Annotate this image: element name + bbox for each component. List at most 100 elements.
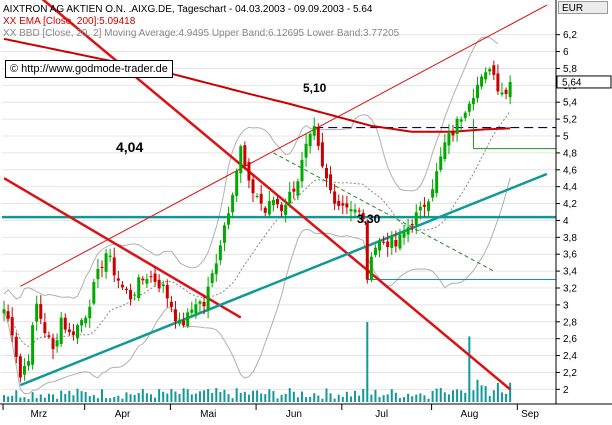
volume-bar — [129, 394, 132, 402]
volume-bar — [452, 390, 455, 402]
volume-bar — [496, 382, 499, 402]
volume-bar — [3, 395, 6, 402]
y-tick-label: 3,2 — [563, 284, 577, 295]
volume-bar — [366, 322, 369, 402]
volume-bar — [19, 397, 22, 402]
candle-body — [51, 338, 55, 350]
y-tick-label: 3 — [563, 300, 569, 311]
volume-bar — [247, 394, 250, 402]
volume-bar — [431, 390, 434, 402]
bollinger-upper-band — [3, 36, 499, 300]
y-tick-label: 3,4 — [563, 267, 577, 278]
ema-200-line — [3, 37, 511, 133]
candle-body — [10, 317, 14, 336]
candle-body — [386, 241, 390, 248]
candle-body — [2, 309, 6, 314]
volume-bar — [460, 390, 463, 402]
last-price-label: 5,64 — [562, 77, 582, 88]
volume-bar — [223, 389, 226, 402]
volume-bar — [407, 393, 410, 402]
candle-body — [455, 118, 459, 134]
volume-bar — [288, 388, 291, 402]
candle-body — [451, 130, 455, 136]
volume-bar — [56, 398, 59, 402]
y-tick-label: 2,2 — [563, 368, 577, 379]
volume-bar — [456, 389, 459, 402]
candle-body — [439, 156, 443, 170]
candle-body — [71, 331, 75, 335]
candle-body — [153, 273, 157, 282]
candle-body — [173, 309, 177, 322]
candle-body — [398, 234, 402, 249]
volume-bar — [252, 390, 255, 402]
volume-bar — [27, 398, 30, 402]
candle-body — [284, 205, 288, 215]
volume-bar — [149, 394, 152, 402]
volume-bar — [325, 388, 328, 402]
volume-bar — [243, 391, 246, 402]
y-tick-label: 4,2 — [563, 199, 577, 210]
candle-body — [88, 306, 92, 319]
volume-bar — [329, 393, 332, 402]
candle-body — [288, 191, 292, 204]
y-tick-label: 6 — [563, 47, 569, 58]
candle-body — [108, 255, 112, 257]
candle-body — [178, 320, 182, 324]
volume-bar — [403, 397, 406, 402]
url-label: © http://www.godmode-trader.de — [5, 60, 173, 78]
x-tick-label: Aug — [461, 409, 479, 420]
x-tick-label: Mai — [200, 409, 216, 420]
volume-bar — [423, 395, 426, 402]
candle-body — [235, 170, 239, 196]
volume-bar — [203, 390, 206, 402]
candle-body — [378, 240, 382, 251]
candle-body — [357, 210, 361, 212]
y-tick-label: 4 — [563, 216, 569, 227]
candle-body — [467, 103, 471, 112]
volume-bar — [488, 395, 491, 402]
candle-body — [320, 142, 324, 167]
candle-body — [276, 199, 279, 205]
candle-body — [500, 92, 504, 95]
y-tick-label: 5 — [563, 132, 569, 143]
candle-body — [300, 159, 304, 182]
candle-body — [382, 241, 386, 243]
candle-body — [337, 200, 341, 206]
candle-body — [190, 309, 194, 313]
candle-body — [104, 253, 108, 272]
volume-bar — [154, 397, 157, 402]
candle-body — [365, 222, 369, 280]
volume-bar — [268, 389, 271, 402]
volume-bar — [23, 397, 26, 402]
trendline-teal-uptrend — [19, 172, 548, 387]
candle-body — [27, 361, 31, 366]
x-tick-label: Jun — [286, 409, 302, 420]
candle-body — [35, 303, 39, 322]
candle-body — [471, 98, 475, 105]
candle-body — [141, 278, 145, 281]
candle-body — [369, 256, 373, 280]
volume-bar — [370, 394, 373, 402]
annotation-330: 3,30 — [357, 212, 381, 226]
candle-body — [14, 336, 18, 357]
volume-bar — [219, 392, 222, 402]
candle-body — [55, 340, 59, 347]
volume-bar — [427, 398, 430, 402]
candle-body — [47, 335, 51, 337]
volume-bar — [362, 389, 365, 402]
volume-bar — [305, 397, 308, 402]
volume-bar — [15, 390, 18, 402]
volume-bar — [121, 398, 124, 402]
candle-body — [67, 329, 71, 333]
candle-body — [39, 304, 43, 319]
volume-bar — [505, 393, 508, 402]
volume-bar — [194, 393, 197, 402]
annotation-510: 5,10 — [303, 81, 327, 95]
volume-bar — [158, 389, 161, 402]
volume-bar — [141, 389, 144, 402]
candle-body — [422, 204, 426, 207]
candle-body — [112, 257, 116, 276]
candle-body — [308, 133, 312, 147]
support-resistance-levels — [2, 119, 556, 281]
candle-body — [251, 179, 255, 194]
